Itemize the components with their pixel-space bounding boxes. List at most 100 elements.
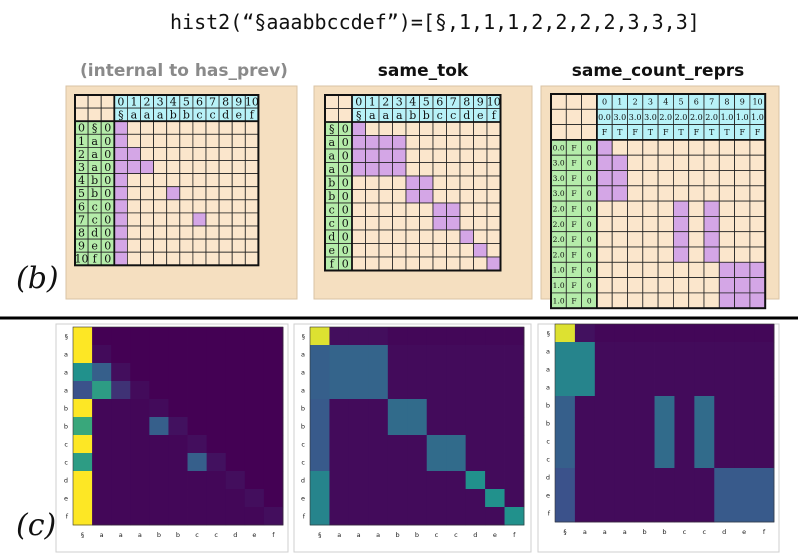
- heatmap-cell: [348, 489, 369, 508]
- heatmap-col-tick: d: [473, 531, 477, 539]
- table-cell: [611, 246, 628, 263]
- table-cell: [192, 225, 207, 240]
- heatmap-cell: [446, 435, 467, 454]
- table-cell: [192, 160, 207, 175]
- heatmap-cell: [485, 471, 505, 490]
- table-corner-cell: [74, 107, 89, 122]
- heatmap-cell: [168, 417, 188, 436]
- table-cell: [365, 189, 380, 204]
- heatmap-cell: [310, 453, 330, 472]
- heatmap-cell: [168, 435, 188, 454]
- table-cell: [749, 139, 766, 156]
- heatmap-row-tick: §: [302, 332, 305, 340]
- table-corner-cell: [324, 94, 339, 109]
- table-cell: [688, 200, 705, 217]
- table-corner-cell: [565, 124, 582, 141]
- table-cell: [378, 121, 393, 136]
- table-cell: [459, 135, 474, 150]
- table-cell: [378, 189, 393, 204]
- heatmap-cell: [465, 417, 486, 436]
- heatmap-cell: [111, 345, 131, 364]
- heatmap-cell: [754, 360, 775, 379]
- table-cell-label: 0: [342, 258, 349, 271]
- table-cell-label: F: [571, 174, 576, 183]
- table-cell: [153, 133, 168, 148]
- table-cell-label: 0: [342, 231, 349, 244]
- table-cell-label: 0: [342, 136, 349, 149]
- heatmap-cell: [168, 345, 188, 364]
- table-cell: [432, 135, 447, 150]
- table-cell: [749, 185, 766, 202]
- heatmap-cell: [504, 489, 525, 508]
- selected-cell: [473, 243, 488, 258]
- selected-cell: [718, 261, 735, 278]
- heatmap-cell: [168, 471, 188, 490]
- table-cell: [627, 277, 644, 294]
- heatmap-row-tick: d: [64, 476, 68, 484]
- table-cell: [140, 238, 155, 253]
- heatmap-col-tick: c: [454, 531, 458, 539]
- heatmap-col-tick: f: [272, 531, 275, 539]
- table-cell: [244, 212, 259, 227]
- heatmap-cell: [674, 468, 695, 487]
- heatmap-row-tick: a: [546, 365, 550, 373]
- heatmap-cell: [734, 450, 755, 469]
- table-cell-label: §: [118, 109, 124, 122]
- heatmap-cell: [734, 378, 755, 397]
- heatmap-cell: [634, 414, 655, 433]
- table-cell-label: 7: [709, 98, 714, 107]
- heatmap-cell: [225, 399, 246, 418]
- table-cell: [218, 173, 233, 188]
- table-cell: [365, 121, 380, 136]
- heatmap-cell: [407, 399, 428, 418]
- selected-cell: [378, 162, 393, 177]
- heatmap-cell: [225, 345, 246, 364]
- heatmap-cell: [168, 327, 188, 346]
- heatmap-cell: [130, 363, 150, 382]
- table-cell: [205, 212, 220, 227]
- table-cell: [231, 133, 246, 148]
- table-cell: [392, 121, 407, 136]
- table-cell: [127, 212, 141, 227]
- heatmap-cell: [111, 471, 131, 490]
- heatmap-cell: [92, 471, 112, 490]
- heatmap-row-tick: f: [548, 509, 551, 517]
- table-corner-cell: [100, 94, 115, 109]
- table-cell: [432, 229, 447, 244]
- heatmap-cell: [734, 432, 755, 451]
- selected-cell: [378, 135, 393, 150]
- table-cell: [140, 225, 155, 240]
- heatmap-cell: [225, 489, 246, 508]
- table-cell: [596, 292, 613, 309]
- heatmap-cell: [168, 489, 188, 508]
- heatmap-cell: [387, 363, 408, 382]
- table-cell-label: 1: [617, 98, 622, 107]
- table-cell: [611, 292, 628, 309]
- table-cell: [486, 216, 501, 231]
- table-cell: [459, 175, 474, 190]
- heatmap-cell: [574, 432, 596, 451]
- selected-cell: [673, 215, 690, 233]
- selected-cell: [140, 160, 155, 175]
- heatmap-col-tick: b: [157, 531, 161, 539]
- table-cell: [378, 243, 393, 258]
- heatmap-cell: [674, 504, 695, 523]
- table-cell: [231, 251, 246, 266]
- heatmap-cell: [387, 345, 408, 364]
- heatmap-cell: [92, 507, 112, 526]
- table-cell: [378, 175, 393, 190]
- heatmap-cell: [368, 471, 389, 490]
- table-cell: [718, 185, 735, 202]
- table-cell: [405, 135, 420, 150]
- heatmap-cell: [504, 417, 525, 436]
- heatmap-cell: [465, 471, 486, 490]
- table-cell-label: 2.0: [553, 250, 565, 259]
- heatmap-col-tick: b: [643, 528, 647, 536]
- selected-cell: [113, 238, 128, 253]
- table-cell-label: 0: [342, 163, 349, 176]
- table-cell: [192, 186, 207, 201]
- table-cell: [688, 185, 705, 202]
- heatmap-col-tick: d: [722, 528, 726, 536]
- heatmap-row-tick: a: [546, 347, 550, 355]
